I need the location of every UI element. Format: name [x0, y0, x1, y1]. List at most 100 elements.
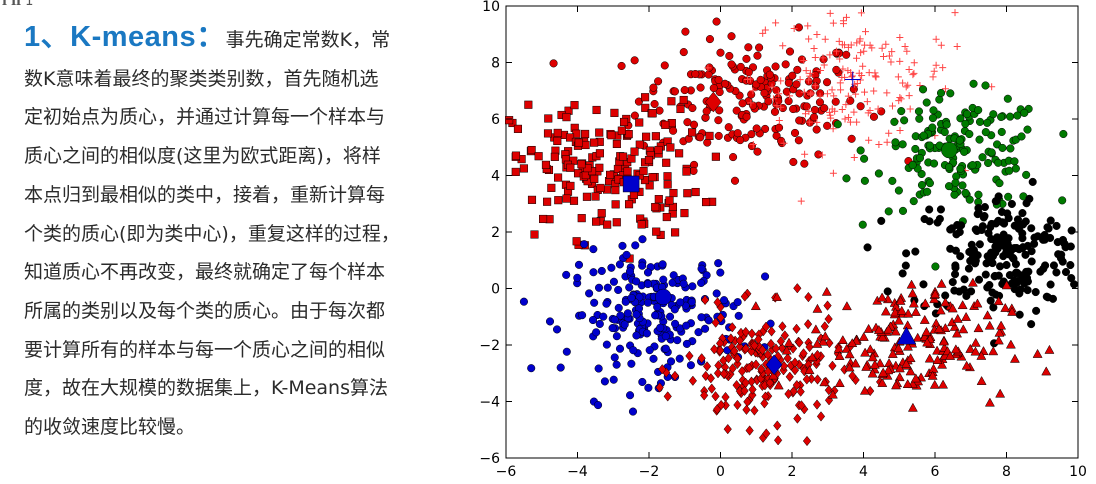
data-point: [566, 163, 575, 172]
data-point: [681, 27, 690, 36]
centroid-marker: [622, 175, 640, 193]
data-point: [565, 133, 575, 142]
data-point: [511, 151, 521, 160]
data-point: [887, 58, 895, 66]
data-point: [1049, 261, 1058, 270]
data-point: [795, 89, 804, 98]
data-point: [784, 97, 793, 106]
data-point: [670, 370, 680, 381]
data-point: [632, 277, 641, 286]
data-point: [713, 297, 722, 308]
data-point: [960, 275, 969, 284]
data-point: [883, 365, 894, 375]
data-point: [819, 377, 830, 387]
data-point: [631, 241, 640, 250]
data-point: [539, 214, 548, 224]
data-point: [930, 159, 939, 168]
x-tick-label: 6: [931, 464, 940, 480]
data-point: [711, 391, 720, 402]
data-point: [856, 76, 864, 84]
data-point: [856, 35, 864, 43]
data-point: [1021, 250, 1030, 259]
data-point: [888, 102, 896, 110]
data-point: [936, 88, 946, 98]
data-point: [970, 346, 981, 356]
data-point: [750, 301, 761, 311]
data-point: [630, 111, 639, 120]
data-point: [983, 118, 992, 127]
centroid-marker: [765, 354, 783, 376]
data-point: [853, 54, 861, 62]
data-point: [643, 279, 652, 289]
data-point: [697, 264, 706, 273]
data-point: [682, 167, 691, 176]
data-point: [826, 9, 834, 17]
data-point: [765, 377, 775, 388]
data-point: [651, 311, 660, 320]
data-point: [680, 86, 689, 95]
data-point: [898, 206, 908, 215]
data-point: [714, 131, 723, 140]
data-point: [775, 90, 783, 98]
data-point: [645, 346, 654, 355]
data-point: [946, 89, 955, 98]
data-point: [562, 194, 571, 203]
data-point: [910, 373, 921, 383]
paragraph-line: 知道质心不再改变，最终就确定了每个样本: [24, 261, 386, 284]
data-point: [952, 313, 963, 323]
data-point: [757, 363, 766, 375]
data-point: [554, 173, 563, 182]
data-point: [629, 190, 638, 199]
data-point: [855, 69, 863, 77]
data-point: [810, 45, 818, 53]
data-point: [857, 49, 865, 57]
data-point: [967, 277, 978, 287]
data-point: [846, 96, 855, 105]
data-point: [922, 98, 931, 107]
data-point: [679, 95, 688, 105]
data-point: [950, 270, 960, 279]
data-point: [733, 358, 742, 369]
data-point: [741, 377, 750, 389]
data-point: [733, 353, 742, 364]
data-point: [662, 158, 671, 167]
data-point: [785, 47, 795, 56]
data-point: [908, 298, 919, 308]
data-point: [853, 118, 861, 126]
data-point: [688, 375, 697, 386]
data-point: [777, 77, 785, 85]
data-point: [842, 174, 851, 183]
data-point: [777, 103, 785, 111]
data-point: [996, 236, 1005, 245]
data-point: [883, 138, 891, 146]
data-points: [505, 9, 1079, 447]
data-point: [683, 118, 692, 127]
data-point: [817, 66, 825, 74]
data-point: [682, 321, 691, 330]
data-point: [975, 135, 984, 144]
data-point: [733, 399, 742, 411]
data-point: [629, 346, 638, 355]
data-point: [905, 353, 916, 363]
data-point: [991, 219, 1000, 228]
data-point: [719, 368, 729, 379]
data-point: [761, 124, 770, 133]
data-point: [649, 83, 658, 92]
data-point: [670, 305, 679, 314]
data-point: [614, 303, 623, 312]
data-point: [946, 244, 955, 253]
data-point: [706, 373, 715, 384]
data-point: [617, 126, 626, 135]
data-point: [1002, 248, 1011, 257]
data-point: [1001, 280, 1012, 290]
data-point: [871, 72, 879, 80]
data-point: [842, 50, 851, 59]
data-point: [813, 30, 821, 38]
data-point: [1018, 209, 1027, 218]
paragraph-line: 的收敛速度比较慢。: [24, 416, 196, 439]
data-point: [705, 35, 714, 44]
data-point: [638, 261, 647, 270]
data-point: [724, 123, 733, 132]
paragraph-line-title: 1、K-means：事先确定常数K，常: [24, 18, 456, 60]
data-point: [914, 107, 924, 116]
